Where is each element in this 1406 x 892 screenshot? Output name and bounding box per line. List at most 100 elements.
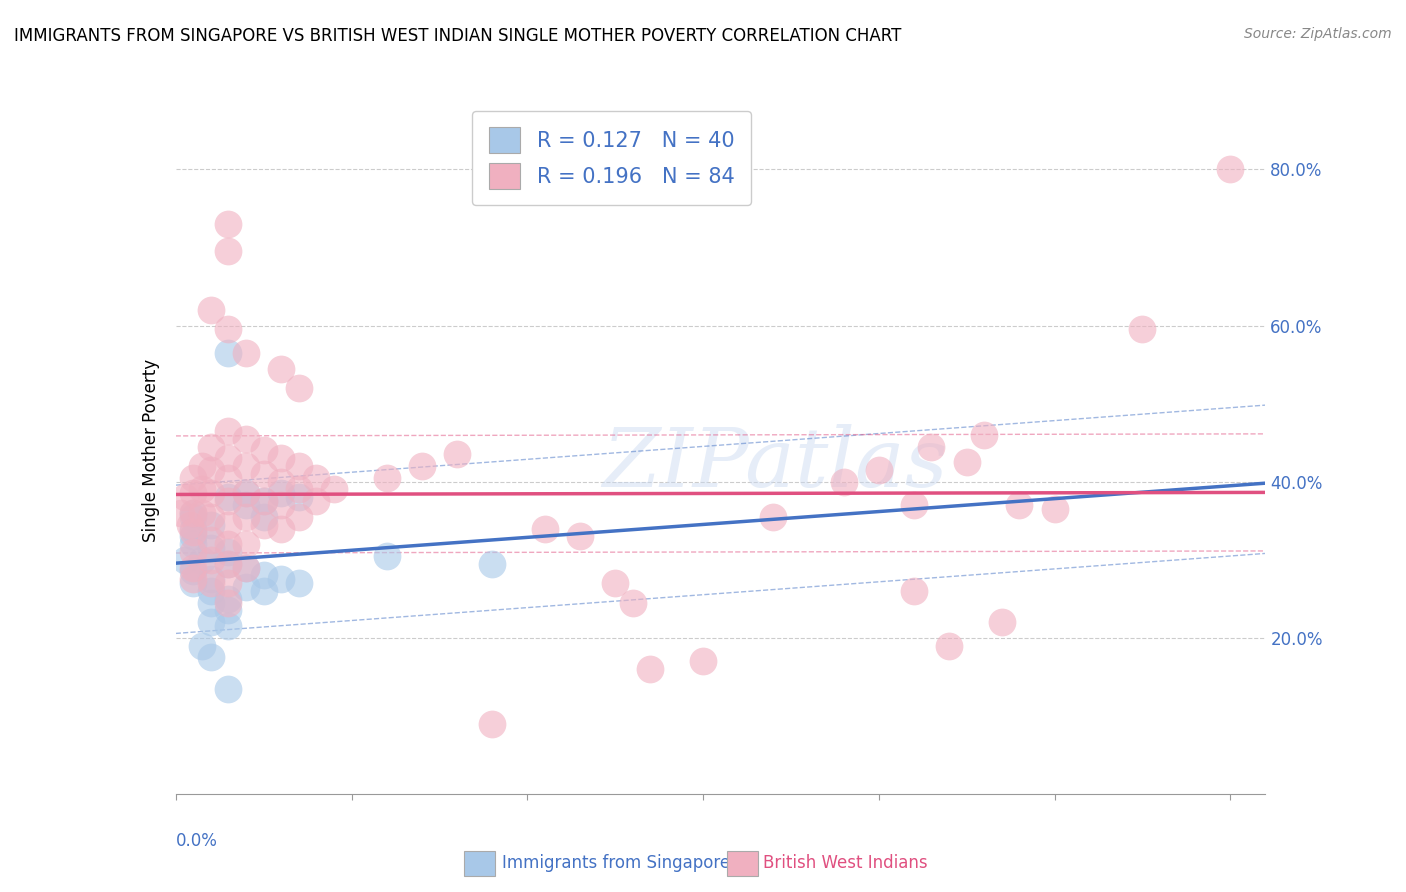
Point (183, 560, 205, 574)
Point (200, 533, 222, 548)
Text: ZIPatlas: ZIPatlas (602, 425, 948, 504)
Point (253, 583, 276, 598)
Point (235, 560, 257, 574)
Point (287, 576, 309, 591)
Point (235, 486, 257, 500)
Point (217, 322, 239, 336)
Point (200, 509, 222, 524)
Point (200, 440, 222, 454)
Point (183, 509, 205, 524)
Point (183, 525, 205, 540)
Point (446, 447, 468, 461)
Point (183, 529, 205, 543)
Point (270, 498, 292, 512)
Point (270, 521, 292, 535)
Point (200, 583, 222, 598)
Point (956, 455, 979, 469)
Text: Source: ZipAtlas.com: Source: ZipAtlas.com (1244, 27, 1392, 41)
Point (217, 596, 239, 610)
Point (191, 639, 214, 653)
Point (183, 576, 205, 591)
Point (183, 565, 205, 579)
Point (191, 506, 214, 520)
Point (832, 475, 855, 489)
Point (183, 572, 205, 586)
Point (217, 557, 239, 571)
Point (183, 521, 205, 535)
Text: British West Indians: British West Indians (763, 855, 928, 872)
Point (481, 716, 503, 731)
Point (170, 506, 193, 520)
Point (287, 509, 309, 524)
Point (287, 458, 309, 473)
Point (200, 615, 222, 630)
Point (990, 615, 1012, 630)
Point (305, 494, 328, 508)
Point (270, 486, 292, 500)
Point (235, 458, 257, 473)
Point (217, 557, 239, 571)
Point (235, 537, 257, 551)
Point (217, 217, 239, 231)
Point (253, 494, 276, 508)
Point (183, 506, 205, 520)
Point (217, 494, 239, 508)
Y-axis label: Single Mother Poverty: Single Mother Poverty (142, 359, 160, 542)
Point (1008, 498, 1031, 512)
Point (200, 541, 222, 555)
Point (375, 471, 398, 485)
Point (973, 427, 995, 442)
Point (322, 483, 346, 497)
Point (200, 596, 222, 610)
Point (217, 424, 239, 438)
Point (217, 603, 239, 617)
Point (173, 552, 195, 567)
Point (568, 529, 591, 543)
Point (200, 572, 222, 586)
Point (305, 471, 328, 485)
Point (270, 572, 292, 586)
Point (235, 346, 257, 360)
Point (1043, 502, 1066, 516)
Point (183, 537, 205, 551)
Point (191, 552, 214, 567)
Point (868, 463, 890, 477)
Point (217, 490, 239, 504)
Point (217, 591, 239, 606)
Point (638, 662, 662, 676)
Point (253, 509, 276, 524)
Point (235, 580, 257, 594)
Point (375, 549, 398, 563)
Point (217, 545, 239, 559)
Point (200, 463, 222, 477)
Point (200, 552, 222, 567)
Point (903, 583, 925, 598)
Point (903, 498, 925, 512)
Point (217, 681, 239, 696)
Point (253, 443, 276, 458)
Point (920, 440, 942, 454)
Point (200, 302, 222, 317)
Point (938, 639, 960, 653)
Point (534, 521, 557, 535)
Point (200, 486, 222, 500)
Point (235, 509, 257, 524)
Point (217, 346, 239, 360)
Point (235, 486, 257, 500)
Point (217, 471, 239, 485)
Point (191, 458, 214, 473)
Point (481, 557, 503, 571)
Point (1219, 162, 1241, 177)
Point (253, 568, 276, 582)
Point (217, 451, 239, 466)
Point (183, 545, 205, 559)
Point (692, 654, 714, 668)
Point (200, 517, 222, 532)
Point (270, 451, 292, 466)
Point (200, 576, 222, 591)
Point (235, 498, 257, 512)
Point (173, 490, 195, 504)
Text: 0.0%: 0.0% (176, 831, 218, 850)
Point (217, 244, 239, 259)
Point (217, 619, 239, 633)
